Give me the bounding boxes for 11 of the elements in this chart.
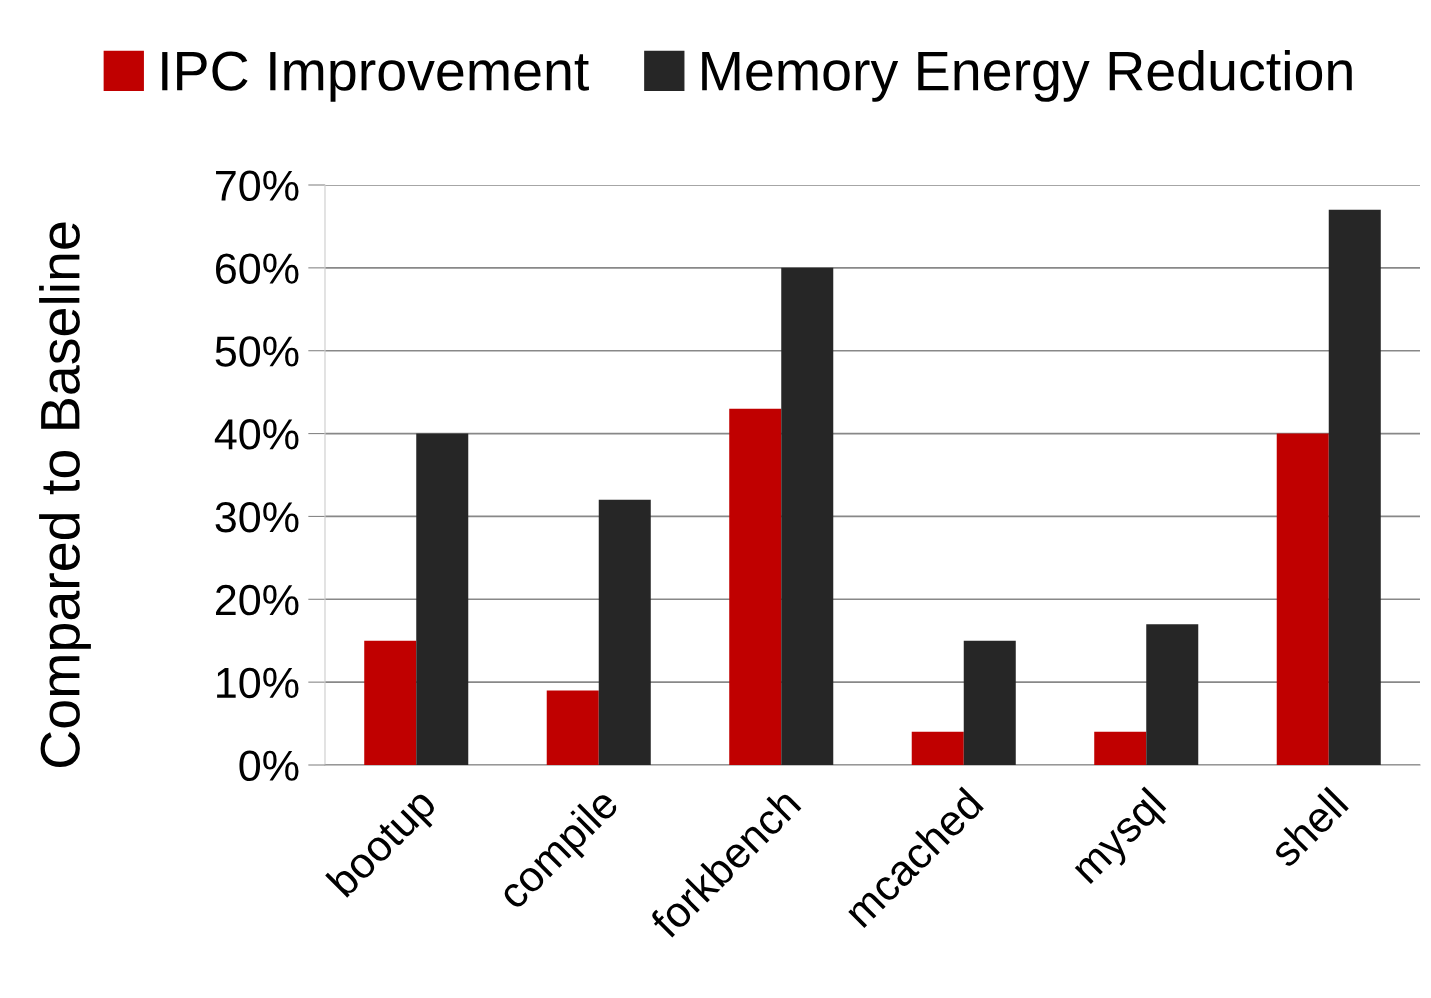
y-tick-label: 60% — [216, 253, 299, 284]
y-tick-label: 70% — [216, 170, 299, 202]
y-tick-label: 20% — [215, 584, 299, 616]
y-tick-label: 30% — [215, 501, 299, 533]
legend-label: IPC Improvement — [162, 51, 589, 102]
y-axis-title: Compared to Baseline — [39, 222, 91, 768]
y-tick-label: 0% — [239, 750, 299, 782]
y-tick-label: 50% — [215, 336, 299, 367]
y-tick-label: 10% — [217, 667, 299, 699]
legend-label: Memory Energy Reduction — [702, 50, 1352, 102]
y-tick-label: 40% — [214, 419, 299, 450]
